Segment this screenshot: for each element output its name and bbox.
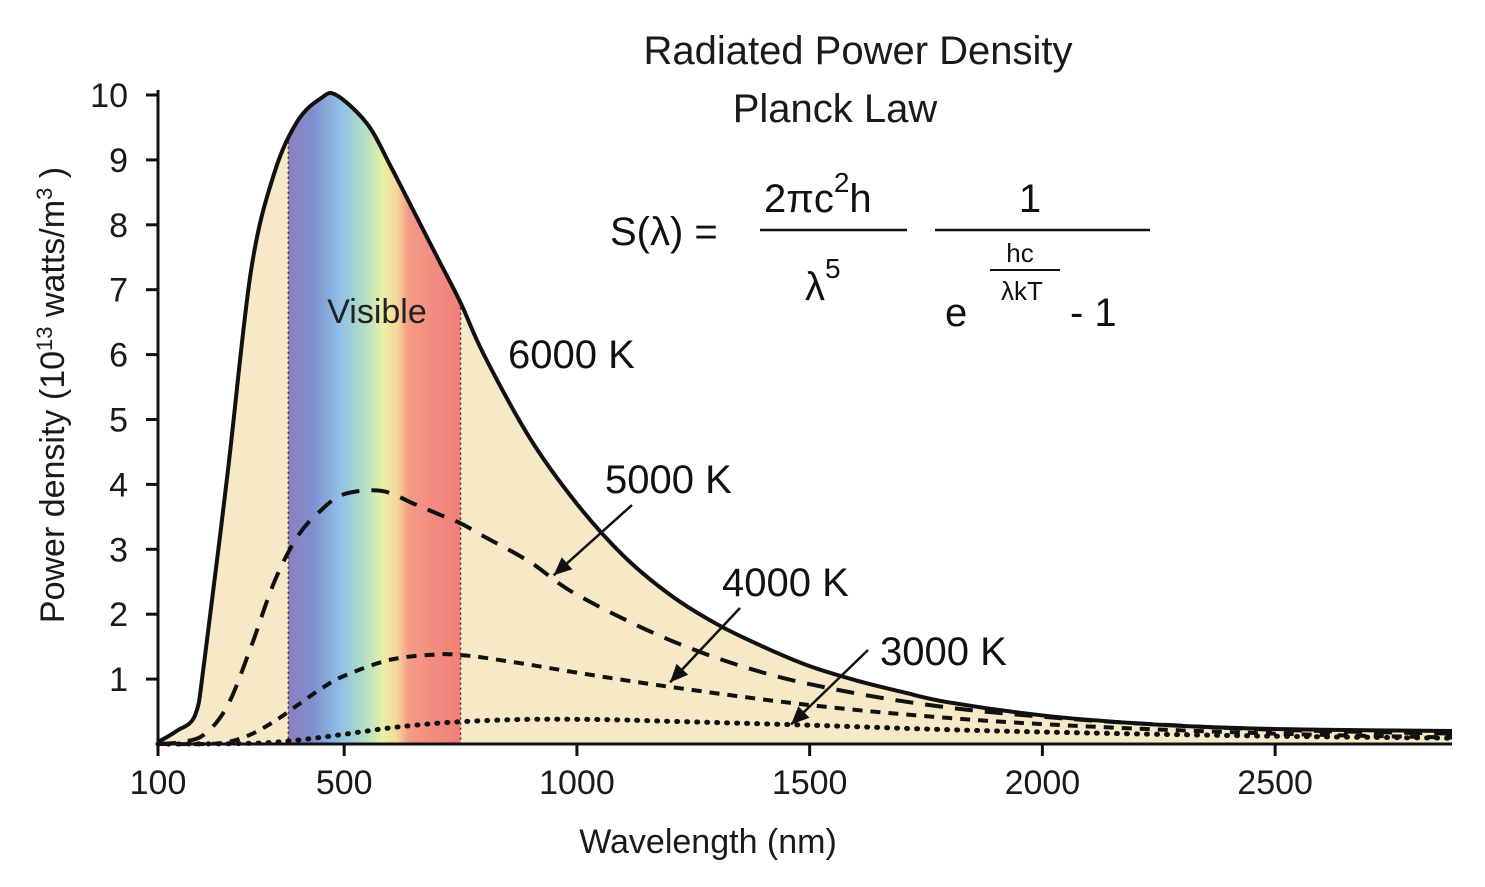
visible-region-label: Visible (327, 293, 427, 331)
visible-spectrum (288, 92, 461, 744)
formula-lhs: S(λ) = (610, 210, 718, 254)
y-tick-label: 9 (109, 142, 128, 180)
series-line-5000k (157, 488, 1453, 746)
formula-exp-denominator: λkT (1001, 276, 1043, 306)
series-line-4000k (157, 652, 1453, 747)
curve-label-3000k: 3000 K (880, 630, 1007, 674)
x-tick-label: 500 (316, 764, 373, 802)
visible-band (287, 92, 462, 744)
x-tick-label: 1000 (539, 764, 615, 802)
x-tick-label: 2500 (1237, 764, 1313, 802)
planck-formula: S(λ) = 2πc2h λ5 1 e hc λkT - 1 (610, 167, 1150, 335)
y-tick-label: 8 (109, 207, 128, 245)
x-tick-label: 100 (130, 764, 187, 802)
formula-numerator-1: 2πc2h (764, 167, 872, 221)
y-tick-label: 4 (109, 466, 128, 504)
formula-minus-one: - 1 (1070, 291, 1117, 335)
y-axis-label: Power density (1013 watts/m3 ) (32, 167, 72, 623)
y-tick-label: 3 (109, 531, 128, 569)
area-fill (158, 92, 1452, 744)
chart-title: Radiated Power Density (643, 29, 1072, 73)
formula-denominator-1: λ5 (805, 253, 841, 309)
formula-exp-numerator: hc (1006, 238, 1033, 268)
chart-subtitle: Planck Law (733, 87, 938, 131)
curve-label-4000k: 4000 K (722, 561, 849, 605)
area-under-curve (158, 92, 1452, 744)
curve-label-5000k: 5000 K (605, 458, 732, 502)
y-tick-label: 10 (90, 77, 128, 115)
arrow-head (670, 663, 689, 683)
formula-exp-base: e (945, 291, 967, 335)
y-tick-label: 1 (109, 661, 128, 699)
y-tick-label: 2 (109, 596, 128, 634)
x-tick-label: 1500 (772, 764, 848, 802)
series-line-6000k (156, 90, 1453, 744)
series-lines (155, 90, 1455, 747)
curve-label-6000k: 6000 K (508, 333, 635, 377)
x-tick-label: 2000 (1005, 764, 1081, 802)
formula-numerator-2: 1 (1019, 177, 1041, 221)
arrow-head (553, 557, 573, 576)
arrow-head (791, 706, 810, 725)
curve-labels: 6000 K 5000 K 4000 K 3000 K (508, 333, 1007, 726)
series-line-3000k (155, 716, 1455, 747)
x-axis-label: Wavelength (nm) (579, 823, 837, 861)
y-tick-label: 6 (109, 337, 128, 375)
tick-labels: 1 2 3 4 5 6 7 8 9 10 100 500 1000 1500 2000 2500 (90, 77, 1313, 802)
y-tick-label: 7 (109, 272, 128, 310)
y-tick-label: 5 (109, 402, 128, 440)
